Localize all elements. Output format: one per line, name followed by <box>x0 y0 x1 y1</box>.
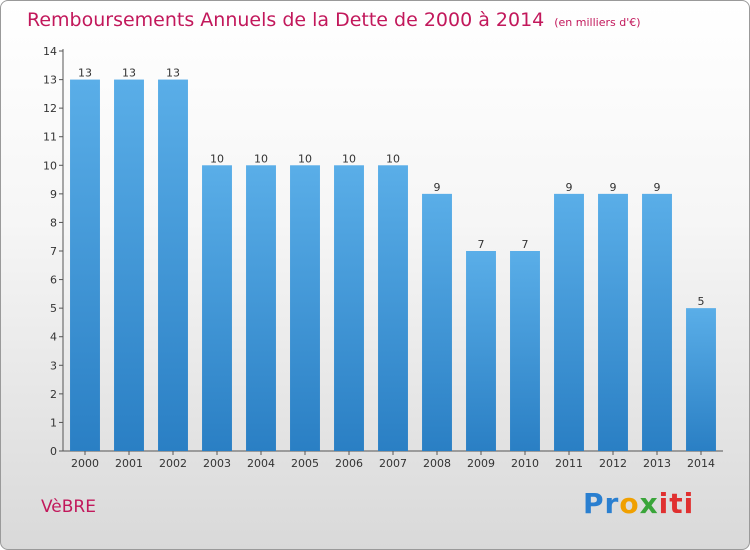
x-tick-label: 2003 <box>203 457 231 470</box>
chart-title-text: Remboursements Annuels de la Dette de 20… <box>27 9 545 31</box>
commune-name: VèBRE <box>41 497 96 517</box>
bar <box>114 79 144 452</box>
bar <box>422 193 452 451</box>
bar <box>158 79 188 452</box>
y-tick-label: 6 <box>50 274 57 287</box>
x-tick-label: 2004 <box>247 457 275 470</box>
x-tick-label: 2001 <box>115 457 143 470</box>
bar <box>70 79 100 452</box>
y-tick-label: 13 <box>43 74 57 87</box>
bar <box>246 165 276 452</box>
x-tick-label: 2009 <box>467 457 495 470</box>
chart-unit: (en milliers d'€) <box>554 16 641 29</box>
x-tick-label: 2010 <box>511 457 539 470</box>
y-tick-label: 1 <box>50 416 57 429</box>
x-tick-label: 2011 <box>555 457 583 470</box>
bar-value-label: 10 <box>254 152 268 165</box>
bar-value-label: 13 <box>122 67 136 80</box>
x-tick-label: 2000 <box>71 457 99 470</box>
y-tick-label: 7 <box>50 245 57 258</box>
bar <box>510 251 540 451</box>
chart-title: Remboursements Annuels de la Dette de 20… <box>27 9 641 31</box>
proxiti-logo: Proxiti <box>583 487 695 520</box>
bar-value-label: 5 <box>698 295 705 308</box>
bar <box>686 308 716 451</box>
x-tick-label: 2005 <box>291 457 319 470</box>
bar-value-label: 13 <box>166 67 180 80</box>
bar <box>642 193 672 451</box>
bar-value-label: 10 <box>298 152 312 165</box>
bar <box>334 165 364 452</box>
y-tick-label: 3 <box>50 359 57 372</box>
x-tick-label: 2013 <box>643 457 671 470</box>
x-tick-label: 2007 <box>379 457 407 470</box>
x-tick-label: 2008 <box>423 457 451 470</box>
y-tick-label: 2 <box>50 388 57 401</box>
bar-value-label: 9 <box>566 181 573 194</box>
bar-value-label: 10 <box>342 152 356 165</box>
x-tick-label: 2014 <box>687 457 715 470</box>
bar-value-label: 13 <box>78 67 92 80</box>
y-tick-label: 5 <box>50 302 57 315</box>
bar-value-label: 9 <box>654 181 661 194</box>
bar-value-label: 9 <box>434 181 441 194</box>
bar-value-label: 10 <box>386 152 400 165</box>
y-tick-label: 9 <box>50 188 57 201</box>
bar <box>290 165 320 452</box>
bar-value-label: 7 <box>522 238 529 251</box>
bar-value-label: 9 <box>610 181 617 194</box>
bar-value-label: 10 <box>210 152 224 165</box>
bar <box>202 165 232 452</box>
y-tick-label: 14 <box>43 45 57 58</box>
x-tick-label: 2002 <box>159 457 187 470</box>
y-tick-label: 12 <box>43 102 57 115</box>
y-tick-label: 10 <box>43 159 57 172</box>
bar <box>598 193 628 451</box>
x-tick-label: 2006 <box>335 457 363 470</box>
x-tick-label: 2012 <box>599 457 627 470</box>
y-tick-label: 8 <box>50 216 57 229</box>
y-tick-label: 11 <box>43 131 57 144</box>
y-tick-label: 4 <box>50 331 57 344</box>
bar-value-label: 7 <box>478 238 485 251</box>
bar <box>554 193 584 451</box>
bar <box>378 165 408 452</box>
y-tick-label: 0 <box>50 445 57 458</box>
bar <box>466 251 496 451</box>
